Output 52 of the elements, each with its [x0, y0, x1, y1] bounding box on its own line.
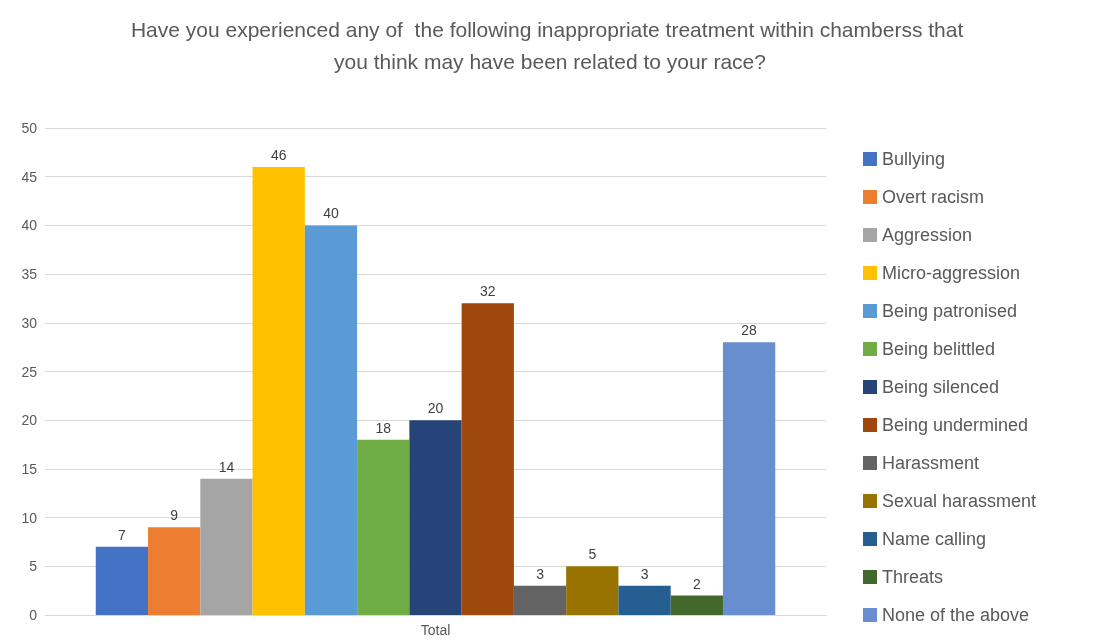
y-tick-label: 45 — [21, 168, 38, 185]
legend-label: Name calling — [882, 529, 987, 549]
data-label: 9 — [170, 507, 179, 524]
y-tick-label: 10 — [21, 509, 38, 526]
data-label: 46 — [270, 146, 287, 163]
legend-label: Micro-aggression — [882, 263, 1021, 283]
x-tick-label: Total — [420, 622, 451, 638]
bar — [95, 546, 149, 615]
y-tick-label: 40 — [21, 217, 38, 234]
y-tick-label: 35 — [21, 266, 38, 283]
bar — [461, 303, 514, 615]
chart-title: Have you experienced any of the following inappropriate treatment within chamberss that you think may have been related to your race? — [130, 17, 970, 73]
bar — [618, 585, 671, 615]
legend-label: Harassment — [882, 453, 980, 473]
bar — [409, 420, 462, 615]
legend-label: Being silenced — [882, 377, 1000, 397]
bar — [566, 566, 619, 615]
data-label: 20 — [427, 400, 444, 417]
legend-label: None of the above — [882, 605, 1030, 625]
legend-label: Overt racism — [882, 187, 985, 207]
bar — [252, 166, 305, 615]
y-tick-label: 5 — [29, 558, 38, 575]
legend-label: Being undermined — [882, 415, 1029, 435]
bar — [357, 439, 410, 615]
data-label: 5 — [588, 546, 597, 563]
data-label: 14 — [218, 458, 235, 475]
y-tick-label: 15 — [21, 460, 38, 477]
bar — [148, 527, 201, 615]
y-tick-label: 30 — [21, 314, 38, 331]
data-label: 18 — [375, 419, 392, 436]
legend-label: Sexual harassment — [882, 491, 1037, 511]
data-label: 32 — [479, 283, 496, 300]
legend-label: Being patronised — [882, 301, 1018, 321]
y-tick-label: 50 — [21, 120, 38, 136]
bar — [200, 478, 253, 615]
data-label: 3 — [536, 565, 545, 582]
bar — [722, 342, 776, 615]
data-label: 2 — [692, 575, 701, 592]
y-tick-label: 25 — [21, 363, 38, 380]
legend-label: Aggression — [882, 225, 973, 245]
bar — [670, 595, 723, 615]
legend-label: Threats — [882, 567, 944, 587]
legend-label: Being belittled — [882, 339, 996, 359]
data-label: 7 — [118, 526, 126, 543]
y-tick-label: 0 — [29, 607, 38, 623]
bar — [304, 225, 358, 615]
data-label: 40 — [323, 205, 339, 222]
legend-label: Bullying — [882, 149, 946, 169]
bar — [513, 585, 567, 615]
data-label: 28 — [741, 322, 758, 339]
data-label: 3 — [640, 565, 649, 582]
y-tick-label: 20 — [21, 412, 38, 429]
